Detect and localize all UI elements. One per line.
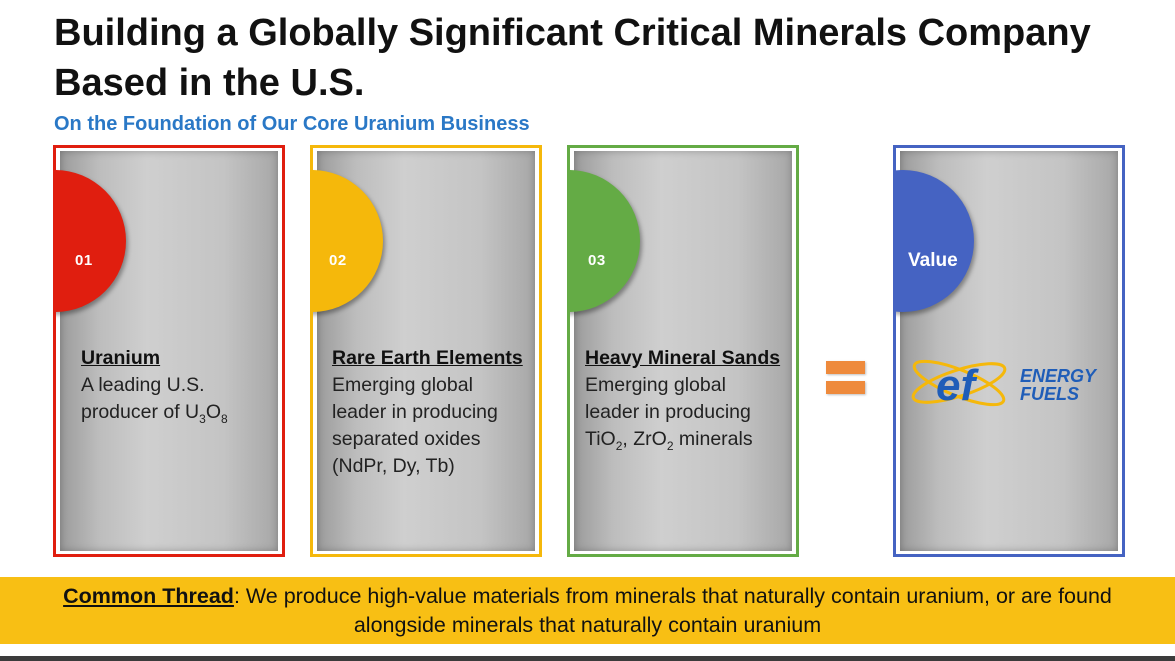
body-line: (NdPr, Dy, Tb) xyxy=(332,455,455,477)
equals-bar-top xyxy=(826,361,865,374)
banner-text-1: : We produce high-value materials from m… xyxy=(233,584,1112,608)
equals-bar-bottom xyxy=(826,381,865,394)
body-line: Emerging global xyxy=(332,374,473,396)
card-body: A leading U.S. producer of U3O8 xyxy=(81,372,276,433)
page-title: Building a Globally Significant Critical… xyxy=(54,12,1091,104)
logo-text-energy: ENERGY xyxy=(1020,366,1098,386)
card-text: Heavy Mineral Sands Emerging global lead… xyxy=(585,345,790,460)
body-line: leader in producing xyxy=(585,401,751,423)
banner-text-2: alongside minerals that naturally contai… xyxy=(353,613,822,637)
card-body: Emerging global leader in producing TiO2… xyxy=(585,372,790,460)
card-heading: Rare Earth Elements xyxy=(332,347,523,369)
badge-number: 03 xyxy=(588,252,606,269)
body-line: leader in producing xyxy=(332,401,498,423)
card-text: Rare Earth Elements Emerging global lead… xyxy=(332,345,533,480)
logo-orbit-icon xyxy=(912,359,1006,407)
card-text: Uranium A leading U.S. producer of U3O8 xyxy=(81,345,276,433)
value-label: Value xyxy=(908,250,958,271)
body-line: A leading U.S. xyxy=(81,374,205,396)
card-uranium: 01 Uranium A leading U.S. producer of U3… xyxy=(53,145,285,557)
card-heading: Uranium xyxy=(81,347,161,369)
card-body: Emerging global leader in producing sepa… xyxy=(332,372,533,480)
logo-text-fuels: FUELS xyxy=(1020,384,1079,404)
body-line-formula: producer of U3O8 xyxy=(81,401,228,426)
energy-fuels-logo: ef ENERGY FUELS xyxy=(911,359,1098,410)
badge-number: 01 xyxy=(75,252,93,269)
logo-mark: ef xyxy=(936,361,979,410)
card-heading: Heavy Mineral Sands xyxy=(585,347,781,369)
card-heavy-mineral-sands: 03 Heavy Mineral Sands Emerging global l… xyxy=(567,145,799,557)
common-thread-banner: Common Thread: We produce high-value mat… xyxy=(0,577,1175,644)
banner-strong: Common Thread xyxy=(63,584,234,608)
card-rare-earth: 02 Rare Earth Elements Emerging global l… xyxy=(310,145,542,557)
body-line: separated oxides xyxy=(332,428,481,450)
banner-line-1: Common Thread: We produce high-value mat… xyxy=(0,582,1175,611)
badge-number: 02 xyxy=(329,252,347,269)
body-line-formula: TiO2, ZrO2 minerals xyxy=(585,428,753,453)
bottom-divider xyxy=(0,656,1175,661)
logo-orbit-icon xyxy=(911,362,1007,404)
page-subtitle: On the Foundation of Our Core Uranium Bu… xyxy=(54,113,530,135)
card-value: Value ef ENERGY FUELS xyxy=(893,145,1125,557)
body-line: Emerging global xyxy=(585,374,726,396)
